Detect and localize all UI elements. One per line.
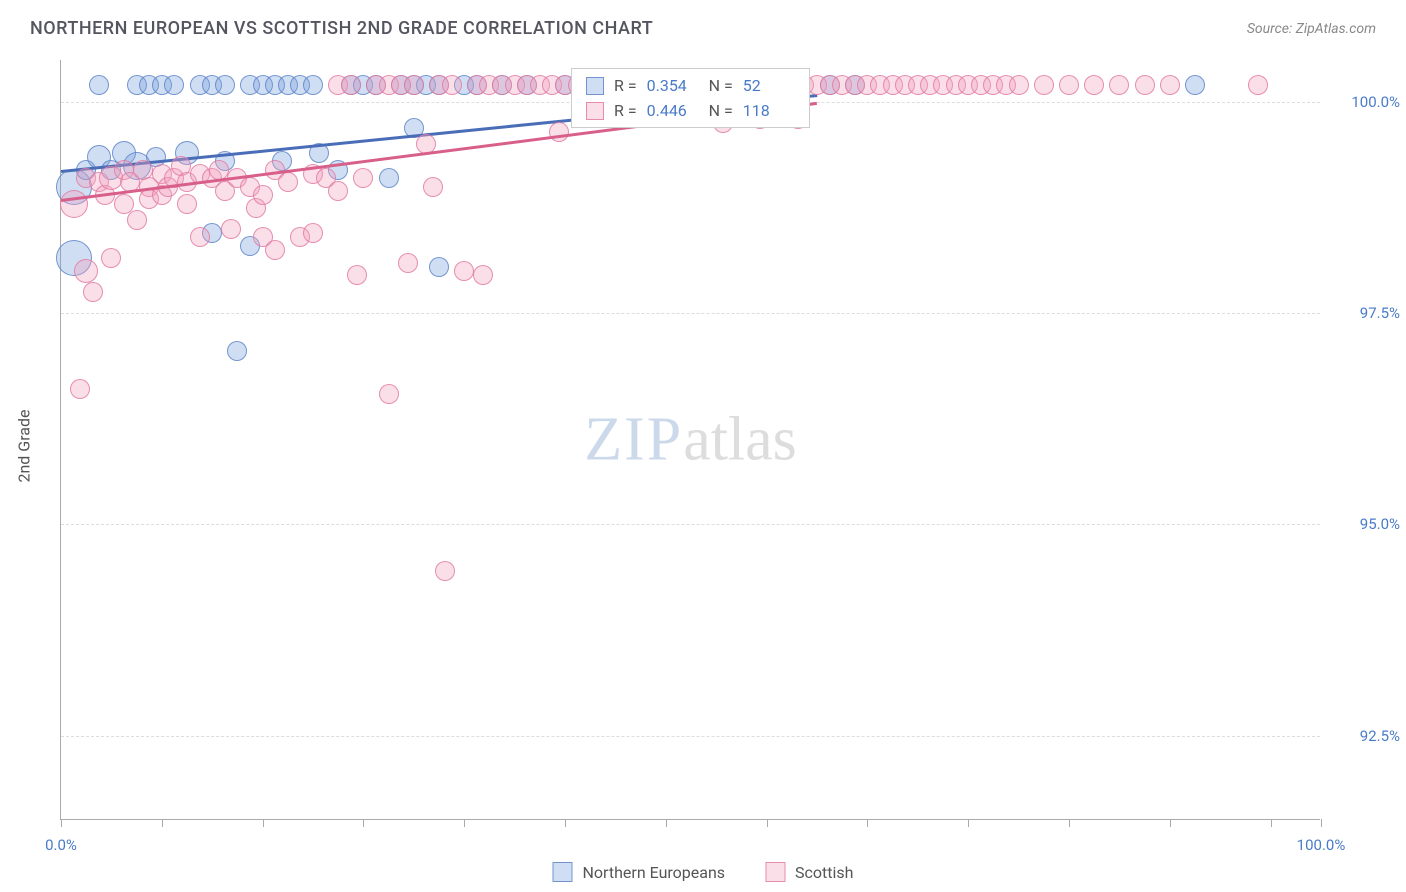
gridline xyxy=(61,736,1320,737)
data-point xyxy=(398,253,418,273)
data-point xyxy=(347,265,367,285)
x-tick xyxy=(565,819,566,827)
x-tick xyxy=(1069,819,1070,827)
data-point xyxy=(379,384,399,404)
watermark: ZIPatlas xyxy=(584,404,797,475)
legend-item-northern: Northern Europeans xyxy=(553,862,726,882)
source-attribution: Source: ZipAtlas.com xyxy=(1247,21,1376,37)
data-point xyxy=(303,223,323,243)
data-point xyxy=(89,75,109,95)
x-tick-label: 0.0% xyxy=(45,836,77,854)
data-point xyxy=(435,561,455,581)
data-point xyxy=(1135,75,1155,95)
x-tick xyxy=(1321,819,1322,827)
data-point xyxy=(265,240,285,260)
x-tick xyxy=(767,819,768,827)
data-point xyxy=(341,75,361,95)
stats-row: R = 0.354 N = 52 xyxy=(572,73,809,98)
n-label: N = xyxy=(709,76,733,95)
data-point xyxy=(1160,75,1180,95)
legend-swatch-northern xyxy=(553,862,573,882)
data-point xyxy=(1034,75,1054,95)
data-point xyxy=(1248,75,1268,95)
data-point xyxy=(429,257,449,277)
x-tick xyxy=(162,819,163,827)
legend-label-northern: Northern Europeans xyxy=(583,863,726,882)
stats-swatch xyxy=(586,102,604,120)
r-label: R = xyxy=(614,76,637,95)
x-tick xyxy=(61,819,62,827)
legend-label-scottish: Scottish xyxy=(795,863,853,882)
data-point xyxy=(473,265,493,285)
data-point xyxy=(454,261,474,281)
data-point xyxy=(253,185,273,205)
x-tick xyxy=(1271,819,1272,827)
chart-title: NORTHERN EUROPEAN VS SCOTTISH 2ND GRADE … xyxy=(30,18,653,39)
data-point xyxy=(101,248,121,268)
n-value: 118 xyxy=(743,101,795,120)
data-point xyxy=(70,379,90,399)
n-label: N = xyxy=(709,101,733,120)
stats-legend-box: R = 0.354 N = 52 R = 0.446 N = 118 xyxy=(571,68,810,128)
data-point xyxy=(379,168,399,188)
x-tick xyxy=(263,819,264,827)
data-point xyxy=(74,259,98,283)
data-point xyxy=(549,122,569,142)
data-point xyxy=(177,194,197,214)
gridline xyxy=(61,313,1320,314)
y-tick-label: 95.0% xyxy=(1330,515,1400,533)
data-point xyxy=(1109,75,1129,95)
scatter-chart: ZIPatlas 100.0%97.5%95.0%92.5%0.0%100.0%… xyxy=(60,60,1320,820)
stats-swatch xyxy=(586,77,604,95)
chart-header: NORTHERN EUROPEAN VS SCOTTISH 2ND GRADE … xyxy=(0,0,1406,49)
y-axis-label: 2nd Grade xyxy=(15,409,34,482)
data-point xyxy=(1059,75,1079,95)
data-point xyxy=(404,75,424,95)
y-tick-label: 92.5% xyxy=(1330,727,1400,745)
data-point xyxy=(114,194,134,214)
data-point xyxy=(423,177,443,197)
bottom-legend: Northern Europeans Scottish xyxy=(553,862,854,882)
legend-swatch-scottish xyxy=(765,862,785,882)
data-point xyxy=(127,210,147,230)
r-value: 0.354 xyxy=(647,76,699,95)
data-point xyxy=(83,282,103,302)
y-tick-label: 97.5% xyxy=(1330,304,1400,322)
data-point xyxy=(278,172,298,192)
watermark-part1: ZIP xyxy=(584,405,683,473)
watermark-part2: atlas xyxy=(683,405,797,473)
data-point xyxy=(1009,75,1029,95)
gridline xyxy=(61,524,1320,525)
data-point xyxy=(164,75,184,95)
legend-item-scottish: Scottish xyxy=(765,862,853,882)
data-point xyxy=(227,341,247,361)
data-point xyxy=(221,219,241,239)
data-point xyxy=(1084,75,1104,95)
r-label: R = xyxy=(614,101,637,120)
data-point xyxy=(215,75,235,95)
x-tick xyxy=(968,819,969,827)
data-point xyxy=(442,75,462,95)
n-value: 52 xyxy=(743,76,795,95)
data-point xyxy=(190,227,210,247)
x-tick xyxy=(464,819,465,827)
x-tick xyxy=(666,819,667,827)
data-point xyxy=(353,168,373,188)
stats-row: R = 0.446 N = 118 xyxy=(572,98,809,123)
data-point xyxy=(303,75,323,95)
r-value: 0.446 xyxy=(647,101,699,120)
x-tick xyxy=(363,819,364,827)
y-tick-label: 100.0% xyxy=(1330,93,1400,111)
data-point xyxy=(328,181,348,201)
x-tick-label: 100.0% xyxy=(1297,836,1346,854)
data-point xyxy=(60,190,88,218)
data-point xyxy=(1185,75,1205,95)
x-tick xyxy=(1170,819,1171,827)
x-tick xyxy=(867,819,868,827)
